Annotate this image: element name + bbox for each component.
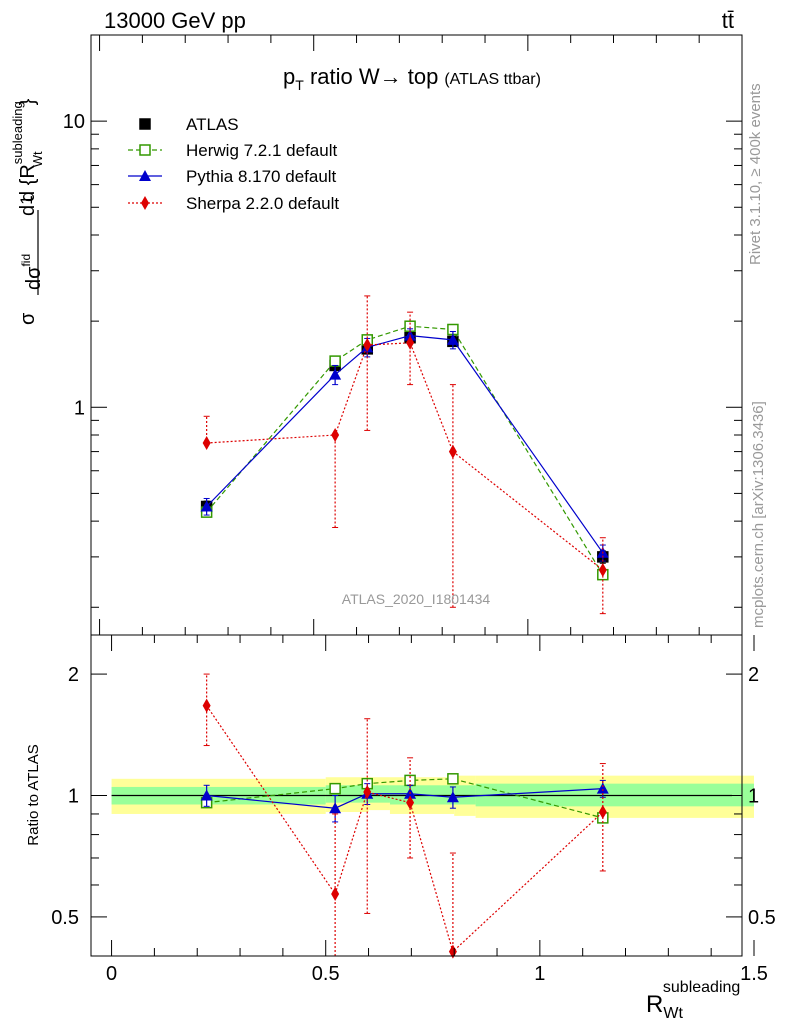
ratio-point <box>406 795 415 810</box>
ylabel-frac: 1 <box>17 195 36 204</box>
x-tick-label: 0 <box>106 963 117 985</box>
series-sherpa <box>202 295 607 615</box>
ratio-line <box>206 788 603 809</box>
xlabel: RWtsubleading <box>646 979 740 1022</box>
data-point <box>446 333 459 345</box>
x-tick-label: 0.5 <box>312 963 340 985</box>
ratio-point <box>202 698 211 713</box>
ratio-point <box>329 802 342 814</box>
ratio-y-tick-label: 1 <box>68 786 79 808</box>
ratio-point <box>329 782 341 795</box>
ylabel-rest: d {Rsubleading Wt} <box>10 98 45 202</box>
data-point <box>202 436 211 451</box>
data-point <box>329 368 342 380</box>
series-line <box>206 325 604 575</box>
ylabel-d: d <box>17 205 39 216</box>
svg-text:1: 1 <box>17 195 36 204</box>
band-inner <box>454 785 476 805</box>
legend-label: ATLAS <box>186 115 239 134</box>
ratio-point <box>200 789 213 801</box>
legend-label: Sherpa 2.2.0 default <box>186 194 339 213</box>
ratio-point <box>596 782 609 794</box>
ratio-y-tick-label: 0.5 <box>51 907 79 929</box>
series-line <box>206 335 604 554</box>
main-ylabel: 1 d d {Rsubleading Wt} dσfid σ <box>10 98 45 325</box>
ratio-ylabel: Ratio to ATLAS <box>25 744 42 845</box>
x-tick-label: 1 <box>534 963 545 985</box>
ratio-point <box>446 791 459 803</box>
ratio-point <box>598 805 607 820</box>
legend-label: Herwig 7.2.1 default <box>186 141 337 160</box>
ratio-point <box>447 773 459 785</box>
series-herwig <box>200 320 609 581</box>
ratio-y-tick-label-right: 1 <box>748 786 759 808</box>
series-atlas <box>200 331 609 564</box>
chart-title: pT ratio W→ top (ATLAS ttbar) <box>283 64 541 93</box>
ylabel-dsigma: dσfid <box>19 254 45 290</box>
ratio-y-tick-label-right: 2 <box>748 664 759 686</box>
x-tick-label: 1.5 <box>740 963 768 985</box>
rivet-version-label: Rivet 3.1.10, ≥ 400k events <box>747 83 764 265</box>
data-point <box>598 562 607 577</box>
ratio-point <box>363 785 372 800</box>
series-pythia <box>200 328 609 562</box>
data-point <box>406 335 415 350</box>
ratio-y-tick-label: 2 <box>68 664 79 686</box>
ratio-series-sherpa <box>202 673 607 959</box>
analysis-label: ATLAS_2020_I1801434 <box>342 591 491 607</box>
data-point <box>329 355 341 367</box>
legend-marker <box>139 144 151 156</box>
ratio-panel: 0.5 0.5 1 1 2 2 0 0.5 1 1.5 <box>51 634 776 985</box>
main-panel: 1 10 <box>63 34 743 636</box>
data-point <box>200 500 213 512</box>
legend-label: Pythia 8.170 default <box>186 167 337 186</box>
ratio-line <box>206 778 603 819</box>
data-point <box>448 444 457 459</box>
ylabel-sigma: σ <box>17 312 39 325</box>
data-point <box>363 338 372 353</box>
y-tick-label: 1 <box>74 397 85 419</box>
y-tick-label: 10 <box>63 111 85 133</box>
ratio-line <box>206 705 604 953</box>
legend-marker <box>139 118 151 130</box>
ratio-point <box>331 886 340 901</box>
header-collision-label: 13000 GeV pp <box>104 8 246 33</box>
legend-marker <box>139 170 151 181</box>
header-process-label: tt̄ <box>722 8 734 33</box>
ratio-y-tick-label-right: 0.5 <box>748 907 776 929</box>
data-point <box>331 428 340 442</box>
ratio-point <box>448 944 457 959</box>
mcplots-source-label: mcplots.cern.ch [arXiv:1306.3436] <box>750 401 767 628</box>
series-line <box>206 342 604 571</box>
legend-marker <box>141 196 149 210</box>
legend: ATLAS Herwig 7.2.1 default Pythia 8.170 de… <box>128 115 339 213</box>
